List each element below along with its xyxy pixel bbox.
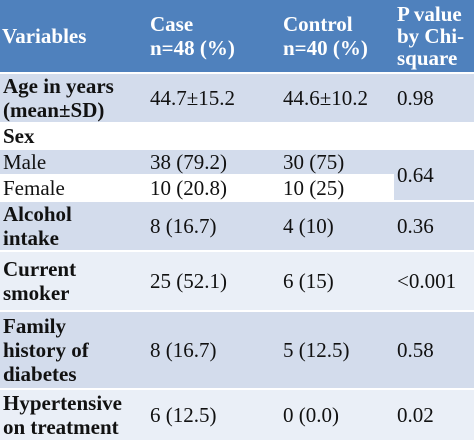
row-label: Sex bbox=[0, 123, 147, 150]
case-value: 44.7±15.2 bbox=[147, 73, 280, 124]
row-label: Age in years (mean±SD) bbox=[0, 73, 147, 124]
case-value: 25 (52.1) bbox=[147, 251, 280, 312]
p-value: 0.98 bbox=[394, 73, 474, 124]
table-row-male: Male 38 (79.2) 30 (75) 0.64 bbox=[0, 149, 474, 202]
header-variables: Variables bbox=[0, 0, 147, 74]
case-value: 8 (16.7) bbox=[147, 311, 280, 390]
p-value: 0.02 bbox=[394, 389, 474, 442]
control-value: 0 (0.0) bbox=[280, 389, 394, 442]
case-value: 6 (12.5) bbox=[147, 389, 280, 442]
control-value: 10 (25) bbox=[280, 175, 394, 202]
table-row-sex: Sex bbox=[0, 123, 474, 150]
header-control: Control n=40 (%) bbox=[280, 0, 394, 74]
row-label: Family history of diabetes bbox=[0, 311, 147, 390]
control-value: 4 (10) bbox=[280, 201, 394, 252]
table-row-smoker: Current smoker 25 (52.1) 6 (15) <0.001 bbox=[0, 251, 474, 312]
header-p-value: P value by Chi-square bbox=[394, 0, 474, 74]
table-row-age: Age in years (mean±SD) 44.7±15.2 44.6±10.… bbox=[0, 73, 474, 124]
row-label: Hypertensive on treatment bbox=[0, 389, 147, 442]
p-value: 0.64 bbox=[394, 149, 474, 202]
case-value: 8 (16.7) bbox=[147, 201, 280, 252]
table-row-hypertensive: Hypertensive on treatment 6 (12.5) 0 (0.0… bbox=[0, 389, 474, 442]
row-label: Alcohol intake bbox=[0, 201, 147, 252]
case-value: 10 (20.8) bbox=[147, 175, 280, 202]
control-value: 44.6±10.2 bbox=[280, 73, 394, 124]
row-label: Male bbox=[0, 149, 147, 176]
control-value: 6 (15) bbox=[280, 251, 394, 312]
row-label: Female bbox=[0, 175, 147, 202]
header-row: Variables Case n=48 (%) Control n=40 (%) P… bbox=[0, 0, 474, 74]
p-value: 0.58 bbox=[394, 311, 474, 390]
control-value: 5 (12.5) bbox=[280, 311, 394, 390]
table-row-female: Female 10 (20.8) 10 (25) bbox=[0, 175, 474, 202]
header-case: Case n=48 (%) bbox=[147, 0, 280, 74]
row-label: Current smoker bbox=[0, 251, 147, 312]
table-row-family-history: Family history of diabetes 8 (16.7) 5 (12.… bbox=[0, 311, 474, 390]
control-value: 30 (75) bbox=[280, 149, 394, 176]
table-row-alcohol: Alcohol intake 8 (16.7) 4 (10) 0.36 bbox=[0, 201, 474, 252]
p-value: <0.001 bbox=[394, 251, 474, 312]
case-value: 38 (79.2) bbox=[147, 149, 280, 176]
p-value: 0.36 bbox=[394, 201, 474, 252]
